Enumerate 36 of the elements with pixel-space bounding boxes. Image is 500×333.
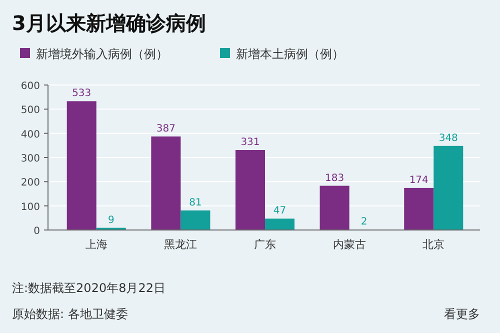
x-tick-label: 广东: [254, 238, 276, 251]
bar: [235, 150, 265, 230]
y-tick-label: 500: [20, 105, 40, 116]
y-tick-label: 300: [20, 154, 40, 164]
data-label: 81: [189, 197, 202, 208]
y-tick-label: 0: [34, 226, 40, 237]
data-label: 533: [72, 88, 92, 100]
data-label: 348: [438, 132, 458, 144]
data-label: 2: [360, 216, 368, 228]
x-tick-label: 北京: [422, 238, 445, 251]
text: 原始数据: 各地卫健委: [12, 307, 128, 321]
x-tick-label: 内蒙古: [332, 238, 366, 251]
y-tick-label: 600: [20, 81, 40, 92]
bar: [404, 188, 434, 230]
text: 注:数据截至2020年8月22日: [12, 281, 166, 295]
data-label: 174: [409, 174, 428, 186]
data-label: 331: [240, 137, 260, 148]
x-tick-label: 黑龙江: [164, 238, 198, 251]
bar: [151, 136, 181, 230]
bar: [265, 218, 295, 230]
y-tick-label: 200: [20, 178, 40, 189]
chart-title: 3月以来新增确诊病例: [12, 11, 206, 35]
data-label: 9: [108, 214, 114, 226]
x-tick-label: 上海: [85, 238, 108, 251]
legend-label: 新增本土病例（例）: [236, 47, 344, 61]
bar: [66, 101, 96, 230]
data-label: 387: [156, 123, 176, 134]
legend-label: 新增境外输入病例（例）: [36, 47, 168, 61]
bar: [320, 186, 350, 230]
y-tick-label: 400: [20, 129, 40, 140]
bar: [434, 146, 464, 230]
bar: [180, 210, 210, 230]
data-label: 183: [325, 172, 344, 184]
data-label: 47: [273, 206, 286, 217]
y-tick-label: 100: [20, 202, 40, 213]
text: 看更多: [444, 307, 480, 321]
